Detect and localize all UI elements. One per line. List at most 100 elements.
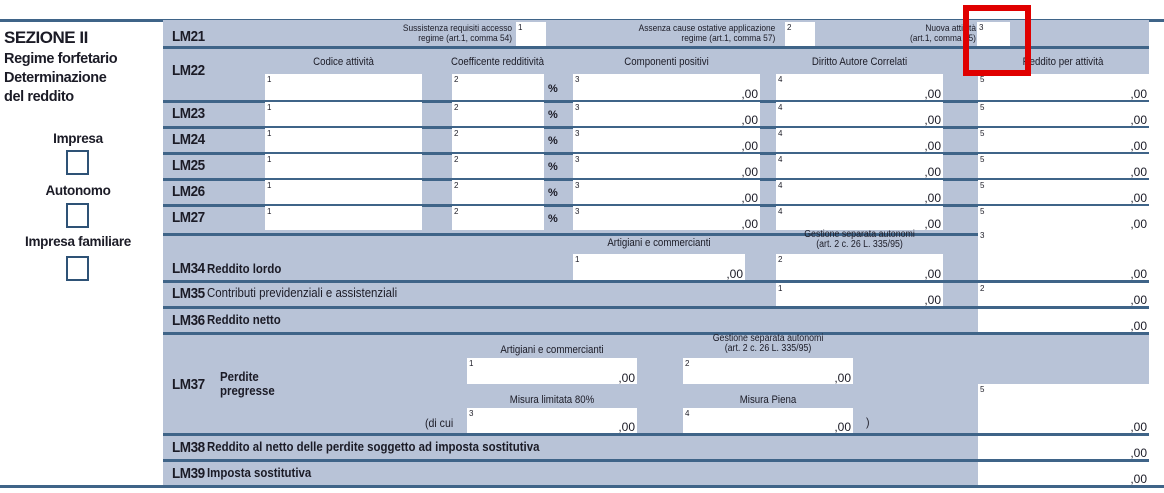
lm34-field2-input[interactable]: 2,00 — [776, 254, 943, 281]
header-codice-attivita: Codice attività — [313, 56, 374, 68]
lm24-field4-input[interactable]: 4,00 — [776, 128, 943, 153]
lm26-field2-input[interactable]: 2 — [452, 180, 544, 204]
lm23-field1-input[interactable]: 1 — [265, 102, 422, 126]
field-number: 2 — [685, 359, 690, 368]
lm24-field2-input[interactable]: 2 — [452, 128, 544, 152]
impresa-familiare-checkbox[interactable] — [66, 256, 89, 281]
row-code-lm23: LM23 — [172, 105, 205, 122]
field-number: 3 — [979, 23, 984, 32]
decimals: ,00 — [924, 113, 941, 127]
decimals: ,00 — [1130, 217, 1147, 231]
lm22-field2-input[interactable]: 2 — [452, 74, 544, 100]
decimals: ,00 — [1130, 319, 1147, 333]
lm34-label: Reddito lordo — [207, 261, 282, 276]
lm24-field1-input[interactable]: 1 — [265, 128, 422, 152]
field-number: 2 — [778, 255, 783, 264]
highlight-rectangle — [963, 5, 1031, 76]
lm37-header-artigiani: Artigiani e commercianti — [500, 344, 604, 356]
lm23-field3-input[interactable]: 3,00 — [573, 102, 760, 127]
percent-sign: % — [548, 83, 558, 95]
row-code-lm27: LM27 — [172, 209, 205, 226]
lm22-field5-input[interactable]: 5,00 — [978, 74, 1149, 101]
lm37-field5-input[interactable]: 5,00 — [978, 384, 1149, 434]
row-code-lm37: LM37 — [172, 376, 205, 393]
row-code-lm34: LM34 — [172, 260, 205, 277]
lm23-field5-input[interactable]: 5,00 — [978, 102, 1149, 127]
lm38-label: Reddito al netto delle perdite soggetto … — [207, 439, 540, 454]
field-number: 5 — [980, 181, 985, 190]
field-number: 5 — [980, 207, 985, 216]
label-line: Sussistenza requisiti accesso — [402, 23, 512, 34]
row-divider — [163, 204, 1149, 207]
lm34-header-artigiani: Artigiani e commercianti — [607, 237, 711, 249]
lm35-field2-input[interactable]: 2,00 — [978, 283, 1149, 307]
lm23-field2-input[interactable]: 2 — [452, 102, 544, 126]
section-subtitle: Regime forfetario Determinazione del red… — [4, 50, 118, 107]
lm27-field3-input[interactable]: 3,00 — [573, 206, 760, 231]
header-componenti-positivi: Componenti positivi — [624, 56, 709, 68]
field-number: 1 — [267, 155, 272, 164]
label-line: regime (art.1, comma 57) — [681, 33, 775, 44]
lm25-field4-input[interactable]: 4,00 — [776, 154, 943, 179]
lm23-field4-input[interactable]: 4,00 — [776, 102, 943, 127]
lm38-input[interactable]: ,00 — [978, 436, 1149, 460]
field-number: 1 — [469, 359, 474, 368]
field-number: 5 — [980, 385, 985, 394]
lm37-field2-input[interactable]: 2,00 — [683, 358, 853, 385]
lm37-field4-input[interactable]: 4,00 — [683, 408, 853, 434]
row-divider — [163, 306, 1149, 309]
field-number: 3 — [980, 231, 985, 240]
lm39-input[interactable]: ,00 — [978, 462, 1149, 486]
lm37-field1-input[interactable]: 1,00 — [467, 358, 637, 385]
lm26-field5-input[interactable]: 5,00 — [978, 180, 1149, 205]
decimals: ,00 — [741, 139, 758, 153]
lm22-field4-input[interactable]: 4,00 — [776, 74, 943, 101]
lm37-di-cui: (di cui — [425, 416, 454, 430]
lm27-field2-input[interactable]: 2 — [452, 206, 544, 230]
decimals: ,00 — [924, 293, 941, 307]
row-code-lm21: LM21 — [172, 28, 205, 45]
lm27-field5-input[interactable]: 5,00 — [978, 206, 1149, 231]
lm21-field2-input[interactable]: 2 — [785, 22, 815, 47]
field-number: 3 — [575, 129, 580, 138]
autonomo-checkbox[interactable] — [66, 203, 89, 228]
header-line: Gestione separata autonomi — [712, 333, 824, 344]
lm21-field1-input[interactable]: 1 — [516, 22, 546, 47]
lm21-field3-input[interactable]: 3 — [977, 22, 1010, 47]
lm22-field1-input[interactable]: 1 — [265, 74, 422, 100]
lm35-field1-input[interactable]: 1,00 — [776, 283, 943, 307]
lm26-field1-input[interactable]: 1 — [265, 180, 422, 204]
lm37-close-paren: ) — [866, 415, 870, 429]
lm24-field5-input[interactable]: 5,00 — [978, 128, 1149, 153]
lm36-input[interactable]: ,00 — [978, 309, 1149, 333]
lm27-field4-input[interactable]: 4,00 — [776, 206, 943, 231]
lm25-field5-input[interactable]: 5,00 — [978, 154, 1149, 179]
lm24-field3-input[interactable]: 3,00 — [573, 128, 760, 153]
lm25-field1-input[interactable]: 1 — [265, 154, 422, 178]
lm26-field3-input[interactable]: 3,00 — [573, 180, 760, 205]
row-code-lm36: LM36 — [172, 312, 205, 329]
field-number: 3 — [575, 207, 580, 216]
lm34-field1-input[interactable]: 1,00 — [573, 254, 745, 281]
field-number: 2 — [454, 155, 459, 164]
lm26-field4-input[interactable]: 4,00 — [776, 180, 943, 205]
lm34-field3-input[interactable]: 3,00 — [978, 230, 1149, 281]
lm27-field1-input[interactable]: 1 — [265, 206, 422, 230]
decimals: ,00 — [1130, 87, 1147, 101]
field-number: 1 — [778, 284, 783, 293]
field-number: 1 — [267, 181, 272, 190]
row-divider — [163, 233, 1149, 236]
impresa-checkbox[interactable] — [66, 150, 89, 175]
decimals: ,00 — [924, 165, 941, 179]
lm25-field3-input[interactable]: 3,00 — [573, 154, 760, 179]
row-code-lm38: LM38 — [172, 439, 205, 456]
lm37-field3-input[interactable]: 3,00 — [467, 408, 637, 434]
field-number: 2 — [454, 207, 459, 216]
lm25-field2-input[interactable]: 2 — [452, 154, 544, 178]
row-divider — [163, 332, 1149, 335]
lm21-field3-label: Nuova attività (art.1, comma 65) — [910, 24, 976, 44]
field-number: 2 — [787, 23, 792, 32]
lm22-field3-input[interactable]: 3,00 — [573, 74, 760, 101]
field-number: 3 — [575, 103, 580, 112]
impresa-familiare-label: Impresa familiare — [25, 234, 131, 249]
